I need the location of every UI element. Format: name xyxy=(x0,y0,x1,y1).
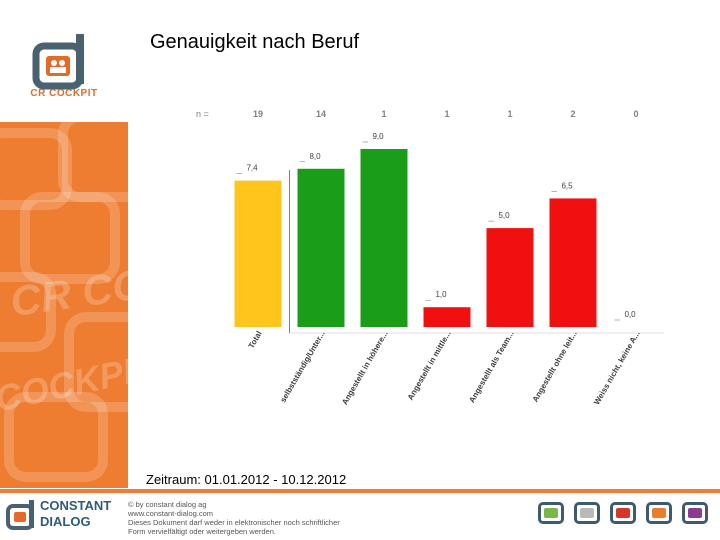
product-logo-icon xyxy=(680,500,710,536)
axis xyxy=(289,170,664,334)
page-title: Genauigkeit nach Beruf xyxy=(150,31,360,53)
category-label: Angestellt in mittle... xyxy=(406,330,453,402)
bar xyxy=(234,180,282,327)
n-row: n = 19 14 1 1 1 2 0 xyxy=(196,109,639,119)
copyright-line: Dieses Dokument darf weder in elektronis… xyxy=(128,518,340,527)
n-value: 19 xyxy=(253,109,263,119)
category-label: Angestellt als Team... xyxy=(467,330,515,405)
value-label: 7,4 xyxy=(246,164,258,173)
product-logo-icon xyxy=(608,500,638,536)
n-value: 1 xyxy=(444,109,449,119)
value-label: 1,0 xyxy=(435,290,447,299)
product-logo-frame xyxy=(574,502,600,524)
category-label: Total xyxy=(247,330,264,351)
cr-cockpit-logo-icon xyxy=(32,34,84,90)
date-range: Zeitraum: 01.01.2012 - 10.12.2012 xyxy=(146,472,347,487)
bar xyxy=(360,149,408,327)
product-logo-frame xyxy=(610,502,636,524)
value-label: 5,0 xyxy=(498,211,510,220)
n-value: 1 xyxy=(381,109,386,119)
value-labels: 7,4 8,0 9,0 1,0 5,0 6,5 0,0 xyxy=(236,132,636,321)
n-value: 2 xyxy=(570,109,575,119)
copyright-line: © by constant dialog ag xyxy=(128,500,207,509)
footer-brand: CONSTANT DIALOG xyxy=(40,498,111,530)
copyright-line: Form vervielfältigt oder weitergeben wer… xyxy=(128,527,276,536)
bar xyxy=(486,228,534,327)
product-logos xyxy=(536,500,716,536)
sidebar: CR COC COCKPIT xyxy=(0,0,128,488)
n-value: 0 xyxy=(633,109,638,119)
constant-dialog-logo-icon xyxy=(6,500,34,530)
value-label: 6,5 xyxy=(561,181,573,190)
brand-line: CONSTANT xyxy=(40,498,112,513)
category-labels: Total selbstständig/Unter... Angestellt in… xyxy=(247,330,642,407)
bar xyxy=(549,198,597,327)
n-label: n = xyxy=(196,109,209,119)
product-logo-frame xyxy=(646,502,672,524)
product-logo-accent xyxy=(616,508,630,518)
product-logo-icon xyxy=(644,500,674,536)
n-value: 1 xyxy=(507,109,512,119)
footer-copyright: © by constant dialog ag www.constant-dia… xyxy=(128,500,388,536)
value-label: 8,0 xyxy=(309,152,321,161)
product-logo-icon xyxy=(572,500,602,536)
product-logo-frame xyxy=(682,502,708,524)
bar xyxy=(423,307,471,327)
n-value: 14 xyxy=(316,109,326,119)
bar xyxy=(297,168,345,327)
bar-chart: n = 19 14 1 1 1 2 0 7,4 8,0 9,0 1,0 5,0 6,5 0,0 Total… xyxy=(196,109,664,407)
value-label: 0,0 xyxy=(624,310,636,319)
product-logo-frame xyxy=(538,502,564,524)
copyright-line[interactable]: www.constant-dialog.com xyxy=(128,509,214,518)
product-logo-icon xyxy=(536,500,566,536)
product-logo-accent xyxy=(580,508,594,518)
product-logo-accent xyxy=(688,508,702,518)
category-label: Angestellt ohne leit... xyxy=(531,330,579,404)
category-label: selbstständig/Unter... xyxy=(278,330,326,405)
logo-text: CR COCKPIT xyxy=(30,88,98,99)
product-logo-accent xyxy=(652,508,666,518)
category-label: Weiss nicht, keine A... xyxy=(592,330,642,407)
footer-divider xyxy=(0,489,720,493)
category-label: Angestellt in höhere... xyxy=(340,330,390,407)
brand-line: DIALOG xyxy=(40,514,91,529)
bars xyxy=(234,149,597,327)
value-label: 9,0 xyxy=(372,132,384,141)
sidebar-pattern: CR COC COCKPIT xyxy=(0,122,128,488)
product-logo-accent xyxy=(544,508,558,518)
